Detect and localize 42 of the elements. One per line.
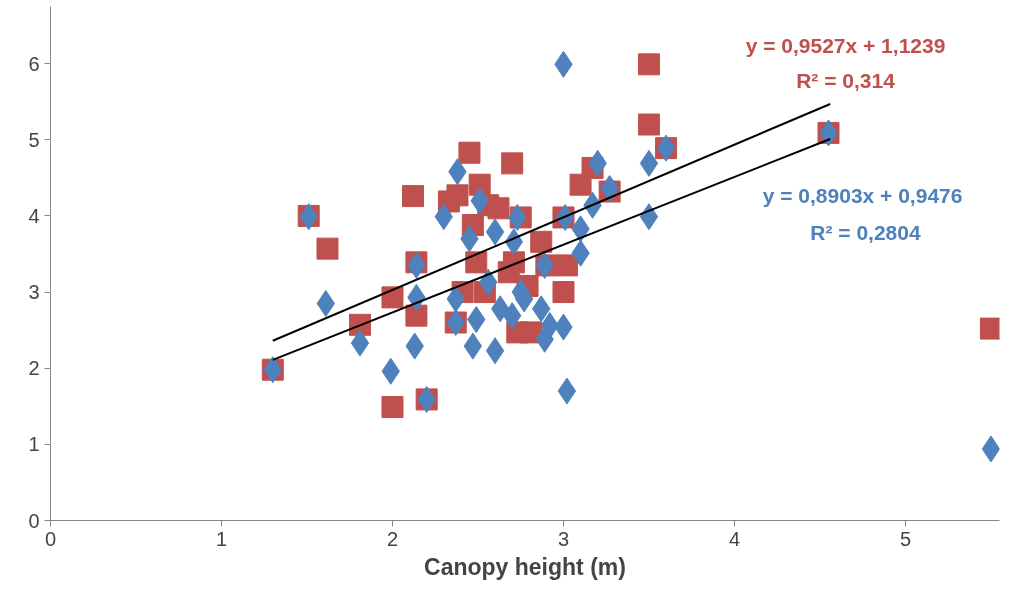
point (465, 251, 488, 274)
annotation: R² = 0,2804 (810, 220, 921, 244)
annotation: y = 0,8903x + 0,9476 (762, 183, 963, 207)
y-tick-label: 2 (28, 357, 40, 380)
point (639, 149, 659, 177)
y-tick-label: 6 (28, 52, 40, 75)
point (405, 304, 428, 327)
point (979, 317, 1000, 340)
point (458, 141, 481, 164)
point (381, 396, 404, 419)
point (381, 286, 404, 309)
y-tick-label: 1 (28, 433, 40, 456)
point (555, 254, 578, 277)
point (485, 337, 505, 365)
point (639, 203, 659, 231)
y-tick-label: 4 (28, 204, 40, 227)
point (463, 332, 483, 360)
point (519, 321, 542, 344)
y-tick-label: 0 (28, 509, 40, 532)
x-tick-label: 0 (44, 527, 57, 550)
x-tick-label: 4 (728, 527, 741, 550)
point (316, 237, 339, 260)
point (485, 218, 505, 246)
x-axis-title: Canopy height (m) (424, 553, 626, 580)
x-tick-label: 2 (386, 527, 399, 550)
y-tick-label: 3 (28, 281, 40, 304)
point (446, 184, 469, 207)
point (501, 152, 524, 175)
x-tick-label: 3 (557, 527, 570, 550)
point (552, 281, 575, 304)
annotation: R² = 0,314 (796, 68, 896, 92)
point (402, 185, 424, 208)
x-tick-label: 1 (215, 527, 228, 550)
x-tick-label: 5 (899, 527, 912, 550)
point (487, 197, 510, 220)
y-tick-label: 5 (28, 128, 40, 151)
point (530, 230, 553, 253)
point (637, 53, 660, 76)
point (350, 329, 370, 357)
annotation: y = 0,9527x + 1,1239 (745, 33, 946, 57)
point (557, 377, 577, 405)
point (637, 113, 660, 136)
